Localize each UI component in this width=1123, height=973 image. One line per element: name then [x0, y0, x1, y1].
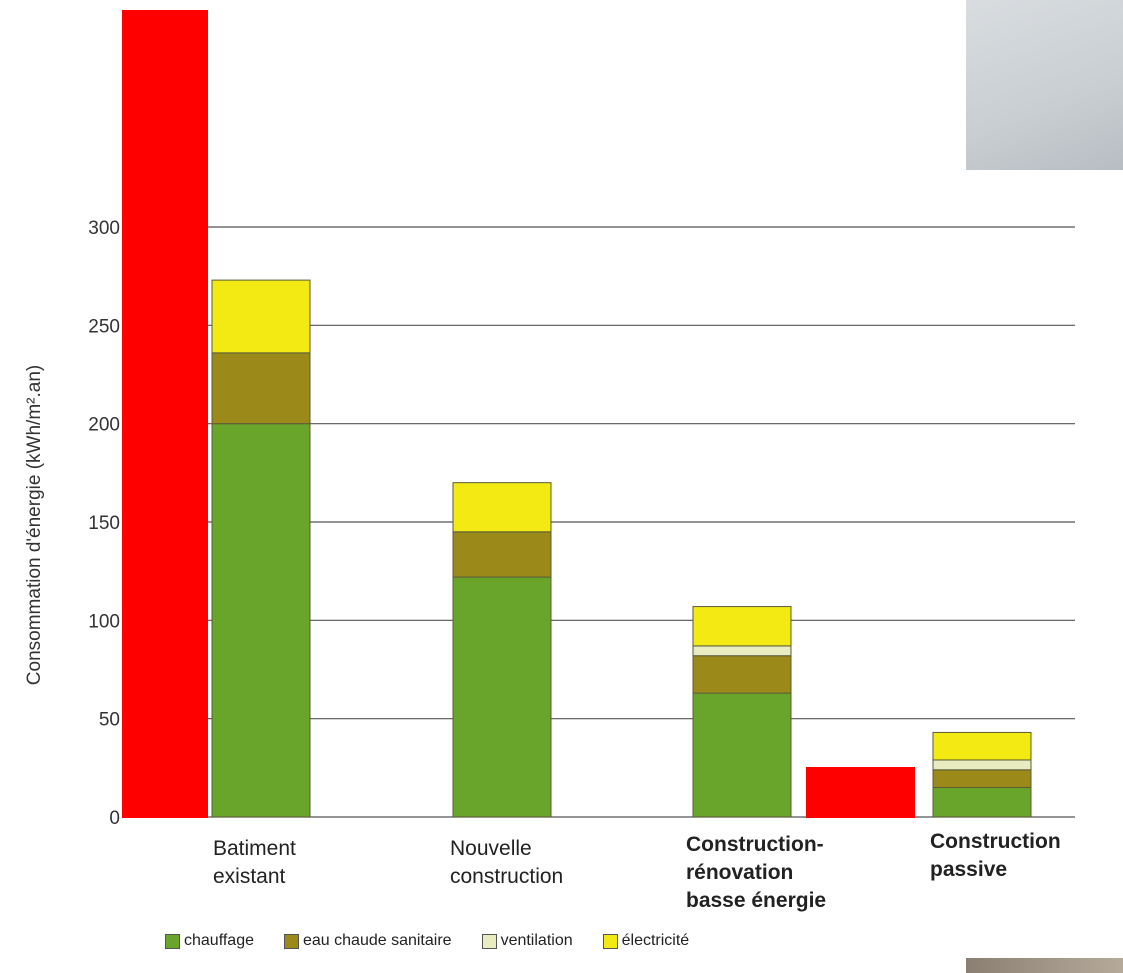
y-tick-label: 200: [88, 415, 120, 436]
redaction-block-bottom: [806, 767, 915, 818]
bar-segment: [452, 482, 552, 533]
bar-segment: [692, 692, 792, 818]
legend-label: chauffage: [184, 932, 254, 949]
y-axis-label: Consommation d'énergie (kWh/m².an): [24, 365, 45, 685]
bar-segment: [452, 576, 552, 818]
bar-segment: [692, 655, 792, 694]
redaction-block-left: [122, 10, 208, 818]
legend-label: électricité: [621, 932, 690, 949]
x-tick-label: Construction passive: [930, 830, 1061, 881]
x-axis-labels: Batiment existant Nouvelle construction Cons…: [213, 830, 1061, 912]
y-tick-label: 50: [99, 710, 120, 731]
legend-item: ventilation: [481, 932, 573, 950]
bar-segment: [932, 731, 1032, 761]
y-axis-ticks: 0 50 100 150 200 250 300: [88, 218, 120, 829]
legend-item: eau chaude sanitaire: [284, 932, 452, 950]
bar-segment: [211, 279, 311, 354]
bar-segment: [211, 423, 311, 818]
legend-item: chauffage: [165, 932, 254, 950]
bar-segment: [932, 759, 1032, 771]
y-tick-label: 0: [109, 808, 120, 829]
bar-segment: [932, 787, 1032, 818]
legend: chauffage eau chaude sanitaire ventilation…: [165, 929, 719, 953]
background-photo-fragment: [966, 0, 1123, 170]
bar-segment: [692, 645, 792, 657]
bars: [211, 279, 1032, 818]
background-photo-fragment-bottom: [966, 958, 1123, 973]
legend-swatch: [284, 933, 299, 949]
legend-swatch: [481, 933, 497, 949]
x-tick-label: Construction-rénovation basse énergie: [686, 833, 826, 912]
y-tick-label: 300: [88, 218, 120, 239]
legend-item: électricité: [602, 932, 690, 950]
y-tick-label: 250: [88, 316, 120, 337]
legend-label: ventilation: [500, 932, 573, 949]
bar-segment: [692, 606, 792, 647]
bar-segment: [452, 531, 552, 578]
legend-swatch: [165, 933, 180, 949]
y-tick-label: 150: [88, 513, 120, 534]
legend-label: eau chaude sanitaire: [303, 932, 452, 949]
x-tick-label: Batiment existant: [213, 837, 296, 888]
bar-segment: [211, 352, 311, 425]
y-tick-label: 100: [88, 611, 120, 632]
x-tick-label: Nouvelle construction: [450, 837, 563, 888]
legend-swatch: [602, 933, 618, 949]
bar-segment: [932, 769, 1032, 788]
